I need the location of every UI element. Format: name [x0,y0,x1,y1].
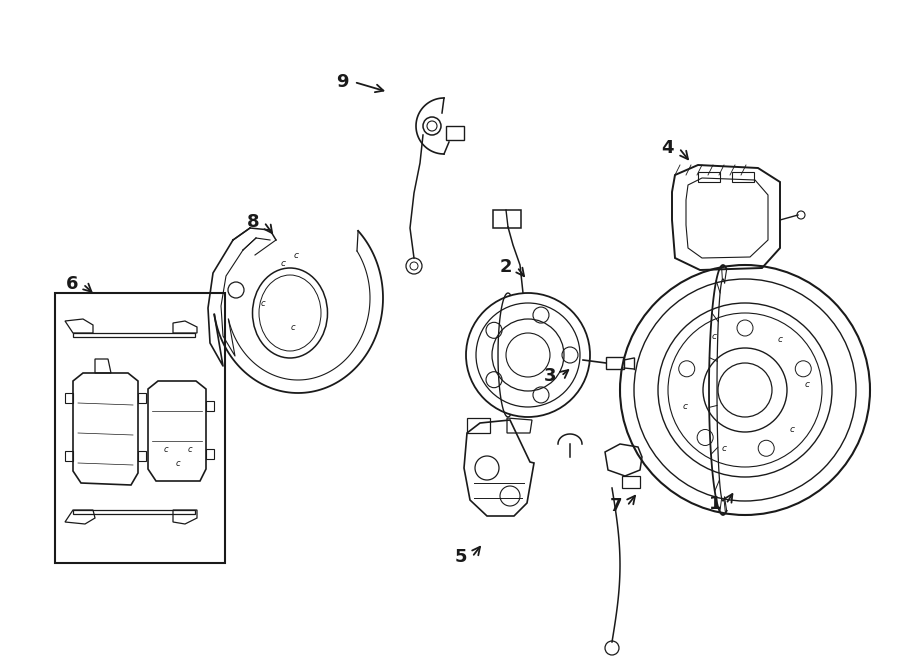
Text: c: c [805,380,809,389]
Bar [698,172,720,182]
Text: 6: 6 [66,275,78,293]
Text: 1: 1 [708,495,721,513]
Bar [446,126,464,140]
Bar [732,172,754,182]
Text: c: c [682,401,688,410]
Text: 7: 7 [609,497,622,515]
Text: 4: 4 [662,139,674,157]
Text: c: c [778,334,783,344]
Text: c: c [176,459,180,467]
Text: c: c [291,323,295,332]
Text: 5: 5 [454,548,467,566]
Text: 2: 2 [500,258,512,276]
Text: 8: 8 [247,213,259,231]
Bar [606,357,624,369]
Text: c: c [281,258,285,268]
Text: c: c [293,251,299,260]
Text: c: c [712,332,716,341]
Text: 9: 9 [337,73,349,91]
Bar [55,293,225,563]
Text: 3: 3 [544,367,556,385]
Text: c: c [790,425,795,434]
Bar [622,476,640,488]
Text: c: c [164,444,168,453]
Text: c: c [188,444,193,453]
Bar [493,210,521,228]
Text: c: c [261,299,266,307]
Text: c: c [721,444,726,453]
